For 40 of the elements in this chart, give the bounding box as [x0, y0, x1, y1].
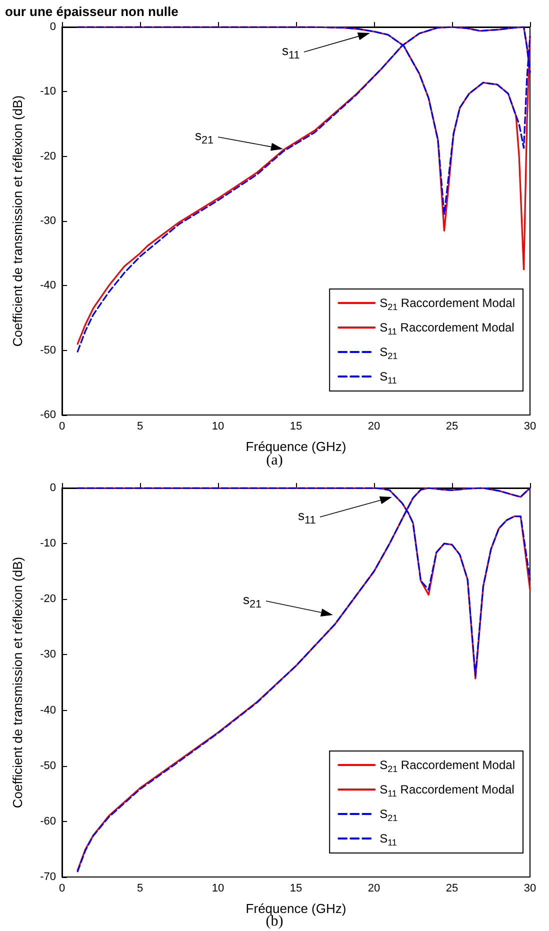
x-tick-label: 5: [136, 420, 144, 432]
x-tick-label: 25: [446, 420, 458, 432]
y-axis-title: Coefficient de transmission et réflexion (dB): [10, 95, 25, 347]
y-tick-label: -30: [40, 215, 56, 227]
y-tick-label: -50: [40, 344, 56, 356]
x-tick-label: 15: [290, 420, 302, 432]
x-tick-label: 15: [290, 882, 302, 894]
text: (a): [266, 452, 283, 468]
x-tick-label: 10: [212, 882, 224, 894]
y-tick-label: -30: [40, 648, 56, 661]
y-tick-label: 0: [50, 21, 56, 33]
x-tick-label: 30: [524, 420, 536, 432]
y-tick-label: -50: [40, 760, 56, 772]
chart-title: our une épaisseur non nulle: [5, 4, 178, 19]
x-axis-title: Fréquence (GHz): [246, 439, 346, 454]
x-tick-label: 5: [136, 882, 144, 894]
y-tick-label: -70: [40, 871, 56, 883]
x-tick-label: 0: [58, 882, 66, 894]
y-tick-label: -60: [40, 409, 56, 421]
y-tick-label: -20: [40, 150, 56, 162]
annotation: s$_{11}$: [282, 43, 300, 63]
y-tick-label: -10: [40, 538, 56, 550]
annotation: s$_{21}$: [243, 592, 262, 612]
y-tick-label: -10: [40, 86, 56, 98]
annotation: s$_{11}$: [298, 508, 316, 528]
y-tick-label: -40: [40, 704, 56, 716]
annotation: s$_{21}$: [195, 128, 214, 148]
x-tick-label: 0: [58, 420, 66, 432]
y-tick-label: -60: [40, 815, 56, 828]
x-axis-title: Fréquence (GHz): [246, 901, 346, 916]
x-tick-label: 25: [446, 882, 458, 894]
y-tick-label: 0: [50, 482, 56, 494]
text: (b): [266, 914, 284, 930]
y-axis-title: Coefficient de transmission et réflexion (dB): [10, 556, 25, 808]
y-tick-label: -40: [40, 280, 56, 292]
x-tick-label: 10: [212, 420, 224, 432]
y-tick-label: -20: [40, 593, 56, 606]
x-tick-label: 20: [368, 420, 380, 432]
x-tick-label: 20: [368, 882, 380, 894]
x-tick-label: 30: [524, 882, 536, 894]
